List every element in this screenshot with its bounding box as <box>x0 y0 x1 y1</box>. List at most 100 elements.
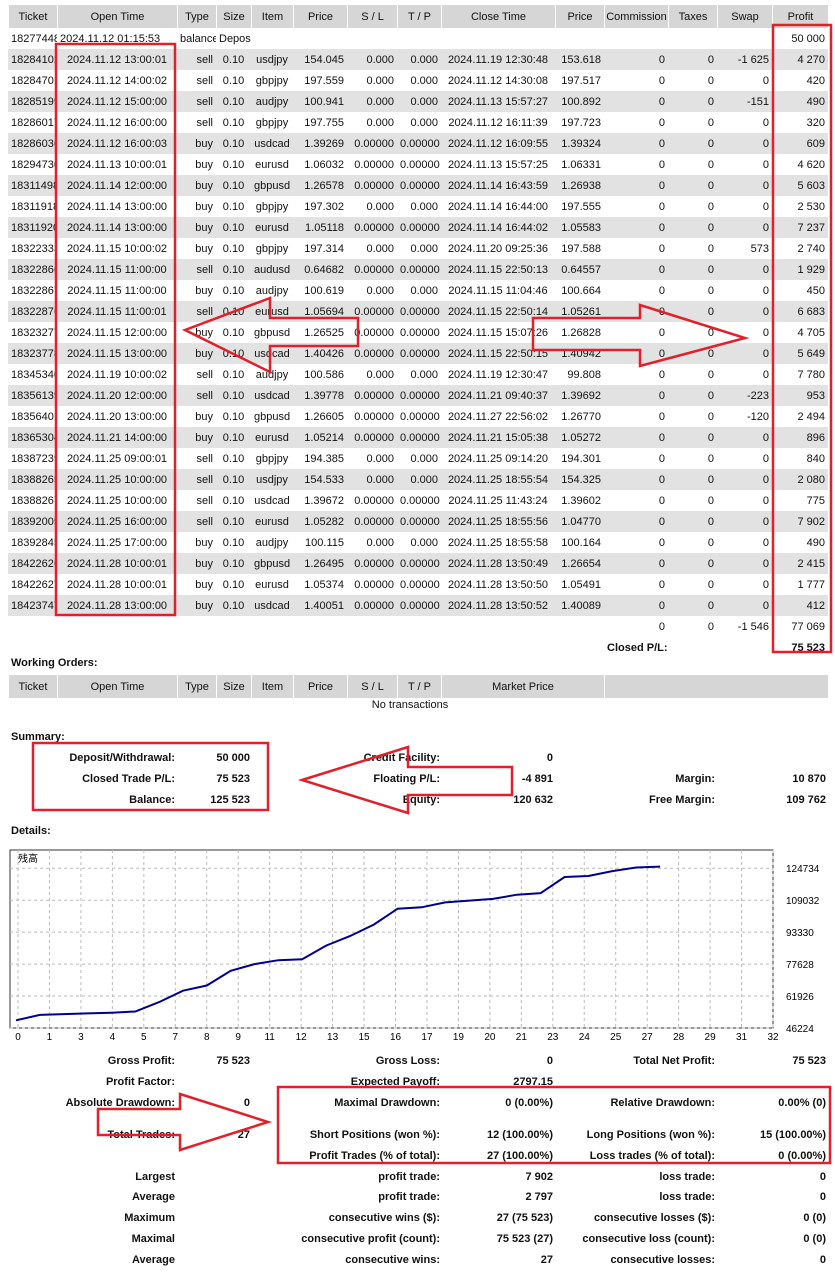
cell: Deposit <box>219 32 251 45</box>
column-header: Size <box>216 675 251 698</box>
cell: 0.000 <box>366 452 394 465</box>
cell: 0.000 <box>397 91 441 112</box>
cell: 0.000 <box>366 200 394 213</box>
cell: sell <box>196 368 213 381</box>
cell: -1 625 <box>717 49 772 70</box>
label: profit trade: <box>378 1171 440 1183</box>
table-row: 18392005 2024.11.25 16:00:00 sell 0.10 eurus… <box>8 511 828 532</box>
cell: 450 <box>806 284 825 297</box>
cell: 2 080 <box>772 469 828 490</box>
cell: 5 603 <box>772 175 828 196</box>
cell: 0.00000 <box>397 133 441 154</box>
cell: 2024.11.25 10:00:00 <box>57 469 177 490</box>
cell: 0 <box>604 133 668 154</box>
table-row: 18423747 2024.11.28 13:00:00 buy 0.10 usdcad… <box>8 595 828 616</box>
cell: 2024.11.25 16:00:00 <box>57 511 177 532</box>
cell: 18323778 <box>8 343 57 364</box>
x-tick-label: 12 <box>296 1032 308 1043</box>
value: 0 <box>546 1055 553 1067</box>
cell: 2024.11.20 09:25:36 <box>447 242 549 255</box>
cell: 153.618 <box>555 49 604 70</box>
cell: 0.10 <box>216 427 251 448</box>
cell: 0.000 <box>366 242 394 255</box>
cell: 2 740 <box>797 242 825 255</box>
cell: 1.39602 <box>561 494 601 507</box>
cell: 2024.11.14 16:44:00 <box>447 200 549 213</box>
cell: 0 <box>707 74 714 87</box>
empty-cell <box>347 28 397 49</box>
cell: 197.517 <box>561 74 601 87</box>
cell: 197.723 <box>561 116 601 129</box>
totals-row: 0 0 -1 546 77 069 <box>8 616 828 637</box>
x-tick-label: 24 <box>579 1032 591 1043</box>
column-header: Market Price <box>441 675 604 698</box>
cell: -120 <box>746 410 769 423</box>
total-cell: 0 <box>707 620 714 633</box>
cell: 2024.11.14 12:00:00 <box>57 175 177 196</box>
cell: 0 <box>604 511 668 532</box>
value: 27 (100.00%) <box>486 1150 553 1162</box>
cell: 0 <box>668 175 717 196</box>
label: Expected Payoff: <box>350 1076 440 1088</box>
cell: buy <box>177 595 216 616</box>
label: Maximal <box>131 1233 175 1245</box>
y-tick-label: 109032 <box>786 896 820 907</box>
y-tick-label: 77628 <box>786 960 814 971</box>
label: loss trade: <box>659 1191 715 1203</box>
cell: 1.40051 <box>293 595 347 616</box>
table-row: 18388267 2024.11.25 10:00:00 sell 0.10 usdca… <box>8 490 828 511</box>
column-header: T / P <box>397 5 441 28</box>
cell: 1.40089 <box>555 595 604 616</box>
cell: buy <box>177 427 216 448</box>
column-header: Item <box>251 675 293 698</box>
x-tick-label: 4 <box>110 1032 116 1043</box>
cell: 2024.11.15 10:00:02 <box>66 242 168 255</box>
cell: 1.05583 <box>555 217 604 238</box>
table-row: 18285199 2024.11.12 15:00:00 sell 0.10 audjp… <box>8 91 828 112</box>
empty-cell <box>397 637 441 658</box>
label: Long Positions (won %): <box>586 1129 715 1141</box>
label: consecutive loss (count): <box>582 1233 715 1245</box>
x-tick-label: 11 <box>264 1032 275 1043</box>
cell: buy <box>177 217 216 238</box>
cell: 1.39269 <box>293 133 347 154</box>
cell: usdjpy <box>251 469 293 490</box>
cell: 2024.11.25 09:00:01 <box>66 452 168 465</box>
cell: eurusd <box>251 217 293 238</box>
value: 75 523 <box>792 1055 826 1067</box>
table-row: 18322333 2024.11.15 10:00:02 buy 0.10 gbpjpy… <box>8 238 828 259</box>
cell: 2024.11.28 13:50:52 <box>441 595 555 616</box>
value: 50 000 <box>216 752 250 764</box>
cell: 2024.11.12 16:09:55 <box>441 133 555 154</box>
cell: gbpjpy <box>255 242 289 255</box>
cell: buy <box>195 200 213 213</box>
cell: 18277448 <box>11 32 57 45</box>
empty-cell <box>8 616 57 637</box>
cell: 0.000 <box>347 91 397 112</box>
x-tick-label: 31 <box>736 1032 748 1043</box>
label: profit trade: <box>378 1191 440 1203</box>
cell: buy <box>195 284 213 297</box>
cell: 2024.11.25 18:55:56 <box>441 511 555 532</box>
cell: 840 <box>806 452 825 465</box>
cell: audjpy <box>255 536 289 549</box>
cell: 18387239 <box>11 452 57 465</box>
cell: 0 <box>604 343 668 364</box>
cell: buy <box>177 133 216 154</box>
cell: 0 <box>717 133 772 154</box>
cell: 197.302 <box>304 200 344 213</box>
cell: 1.05694 <box>293 301 347 322</box>
cell: 2024.11.21 09:40:37 <box>441 385 555 406</box>
table-row: 18286017 2024.11.12 16:00:00 sell 0.10 gbpjp… <box>8 112 828 133</box>
value: 0 (0.00%) <box>505 1097 553 1109</box>
cell: 2024.11.12 14:30:08 <box>447 74 549 87</box>
cell: 0 <box>604 49 668 70</box>
label: Loss trades (% of total): <box>589 1150 715 1162</box>
cell: sell <box>196 74 213 87</box>
cell: 0.00000 <box>354 578 394 591</box>
cell: 0 <box>604 217 668 238</box>
cell: 0.10 <box>216 49 251 70</box>
cell: 412 <box>772 595 828 616</box>
